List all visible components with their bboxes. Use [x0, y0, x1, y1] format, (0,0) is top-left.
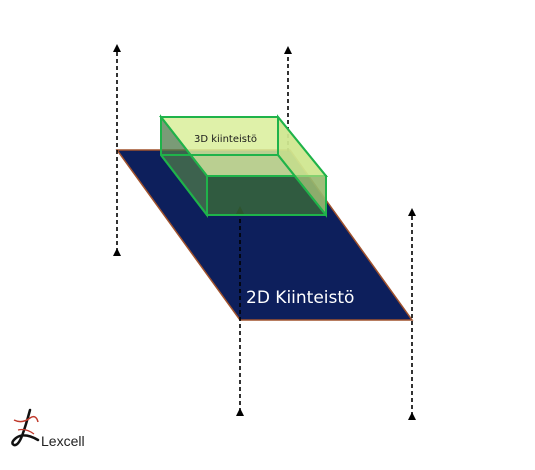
label-2d-property: 2D Kiinteistö — [246, 288, 354, 308]
lexcell-logo-icon — [11, 408, 40, 447]
label-3d-property: 3D kiinteistö — [194, 134, 257, 145]
logo-text: Lexcell — [41, 433, 85, 449]
property-3d-box — [158, 114, 329, 218]
